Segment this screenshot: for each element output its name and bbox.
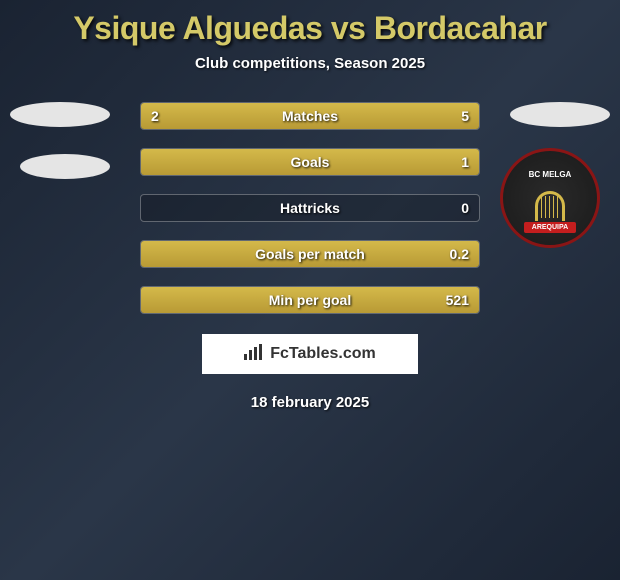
branding-box[interactable]: FcTables.com: [202, 334, 418, 374]
subtitle: Club competitions, Season 2025: [0, 55, 620, 72]
stat-value-right: 5: [461, 108, 469, 124]
stat-label: Matches: [282, 108, 338, 124]
stat-bar: Matches 2 5: [140, 102, 480, 130]
stat-row: Matches 2 5: [0, 102, 620, 130]
stat-row: Hattricks 0: [0, 194, 620, 222]
stat-bar: Goals per match 0.2: [140, 240, 480, 268]
stat-value-left: 2: [151, 108, 159, 124]
stat-bar: Hattricks 0: [140, 194, 480, 222]
stat-label: Hattricks: [280, 200, 340, 216]
stat-label: Goals per match: [255, 246, 365, 262]
stat-row: Goals per match 0.2: [0, 240, 620, 268]
chart-icon: [244, 344, 264, 365]
stat-bar: Goals 1: [140, 148, 480, 176]
page-title: Ysique Alguedas vs Bordacahar: [0, 10, 620, 47]
stat-label: Min per goal: [269, 292, 351, 308]
stat-value-right: 0: [461, 200, 469, 216]
stat-row: Goals 1: [0, 148, 620, 176]
date-text: 18 february 2025: [0, 394, 620, 411]
stat-value-right: 1: [461, 154, 469, 170]
stats-area: BC MELGA AREQUIPA Matches25Goals1Hattric…: [0, 102, 620, 314]
stat-bar: Min per goal 521: [140, 286, 480, 314]
stat-value-right: 0.2: [450, 246, 469, 262]
stat-value-right: 521: [446, 292, 469, 308]
bar-segment-right: [238, 103, 479, 129]
branding-text: FcTables.com: [270, 345, 376, 363]
stat-row: Min per goal 521: [0, 286, 620, 314]
stat-label: Goals: [291, 154, 330, 170]
badge-banner: AREQUIPA: [524, 222, 576, 233]
